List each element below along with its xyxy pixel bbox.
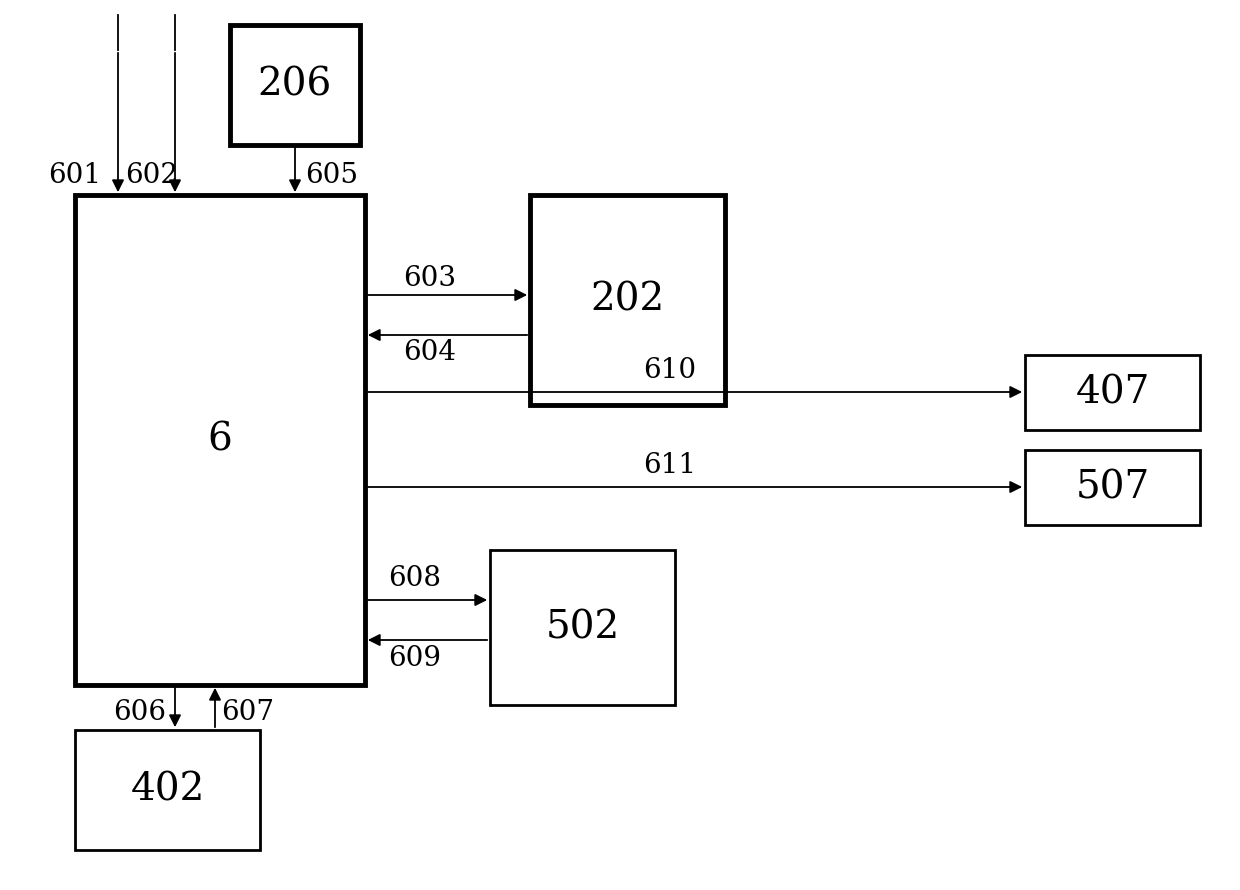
- FancyBboxPatch shape: [1025, 450, 1200, 525]
- Text: 206: 206: [258, 67, 332, 103]
- Text: 609: 609: [388, 644, 441, 671]
- Text: 604: 604: [403, 338, 456, 366]
- Text: 608: 608: [388, 564, 441, 592]
- Text: 610: 610: [644, 357, 697, 384]
- FancyBboxPatch shape: [490, 550, 675, 705]
- Text: 602: 602: [125, 161, 179, 189]
- FancyBboxPatch shape: [74, 195, 365, 685]
- FancyBboxPatch shape: [74, 730, 260, 850]
- Text: 6: 6: [207, 422, 232, 458]
- Text: 502: 502: [546, 609, 620, 646]
- Text: 605: 605: [305, 161, 358, 189]
- Text: 507: 507: [1075, 469, 1149, 506]
- Text: 603: 603: [403, 264, 456, 292]
- Text: 407: 407: [1075, 374, 1149, 411]
- FancyBboxPatch shape: [1025, 355, 1200, 430]
- Text: 607: 607: [222, 699, 274, 725]
- FancyBboxPatch shape: [529, 195, 725, 405]
- Text: 606: 606: [114, 699, 166, 725]
- Text: 601: 601: [48, 161, 102, 189]
- Text: 202: 202: [590, 281, 665, 319]
- Text: 611: 611: [644, 451, 697, 479]
- FancyBboxPatch shape: [229, 25, 360, 145]
- Text: 402: 402: [130, 772, 205, 808]
